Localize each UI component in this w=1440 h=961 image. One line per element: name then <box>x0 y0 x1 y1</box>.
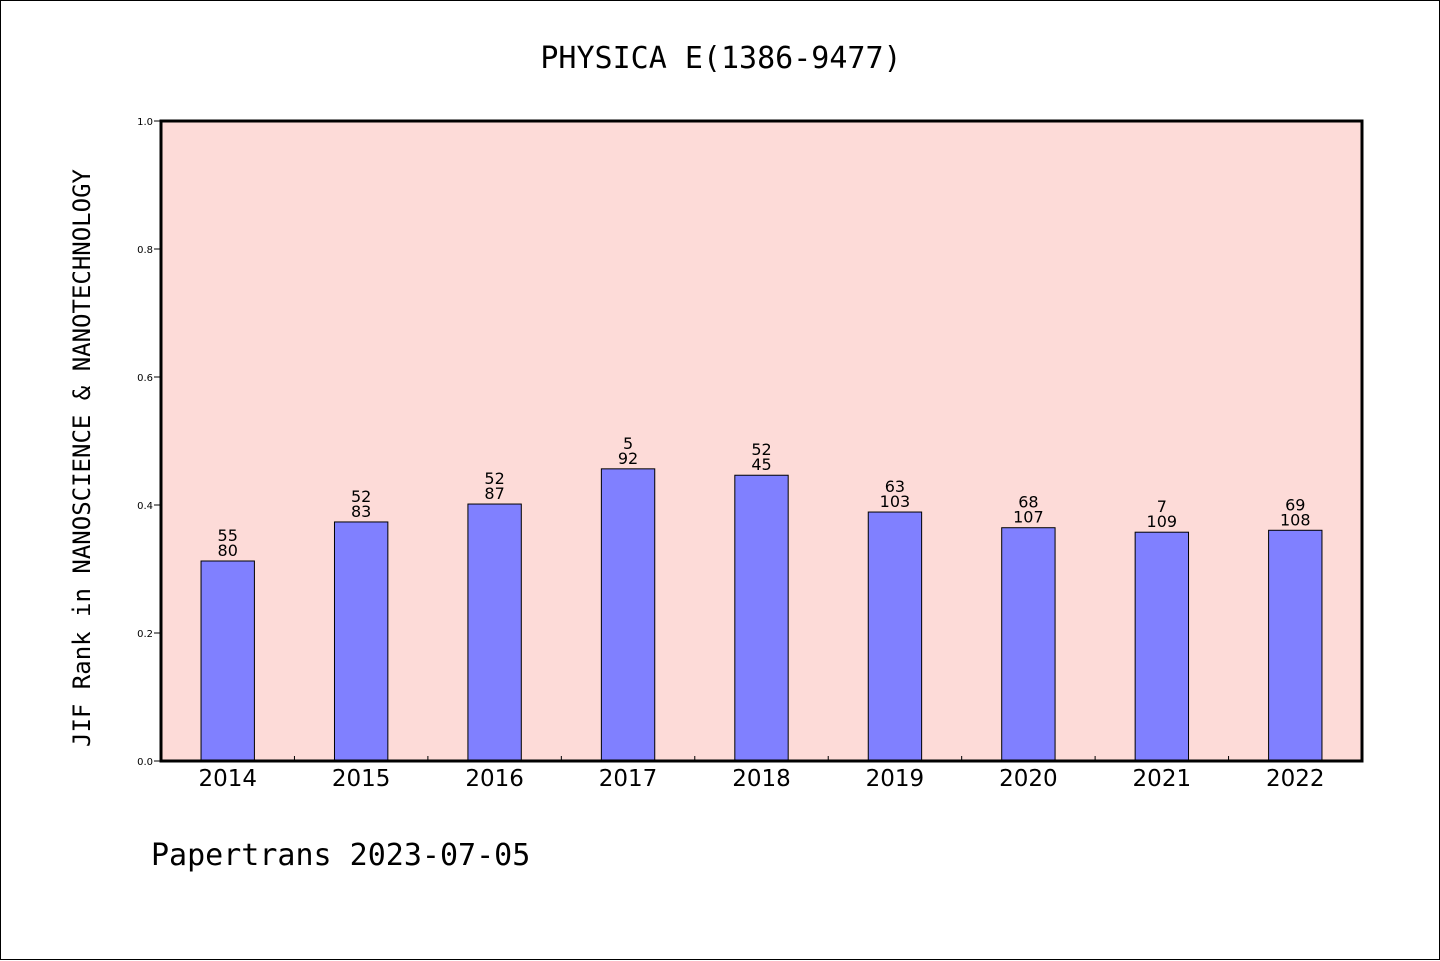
bar-2021 <box>1134 531 1190 762</box>
bar-label-total: 45 <box>751 455 771 474</box>
bar-label-rank: 63 <box>885 477 905 496</box>
bar-label-rank: 52 <box>351 487 371 506</box>
y-axis-label: JIF Rank in NANOSCIENCE & NANOTECHNOLOGY <box>68 168 96 747</box>
bar-2020 <box>1001 527 1056 762</box>
bar-label-total: 108 <box>1280 510 1311 529</box>
y-tick-label: 0.4 <box>137 501 153 512</box>
bar-label-total: 80 <box>218 541 238 560</box>
x-tick-label: 2020 <box>999 766 1058 792</box>
bar-label-total: 109 <box>1147 512 1178 531</box>
x-tick-label: 2016 <box>465 766 524 792</box>
x-tick-label: 2015 <box>332 766 391 792</box>
bar-label-total: 83 <box>351 502 371 521</box>
y-tick-label: 0.8 <box>137 245 153 256</box>
y-tick-label: 0.6 <box>137 373 153 384</box>
bar-label-rank: 52 <box>751 440 771 459</box>
bar-label-total: 92 <box>618 449 638 468</box>
bar-2015 <box>333 521 389 762</box>
bar-2017 <box>600 468 656 762</box>
y-axis: 0.0 0.2 0.4 0.6 0.8 1.0 <box>137 117 161 768</box>
y-tick-label: 0.2 <box>137 629 153 640</box>
bar-label-rank: 5 <box>623 434 633 453</box>
bar-2018 <box>734 474 789 762</box>
bar-label-total: 103 <box>880 492 911 511</box>
y-tick-label: 1.0 <box>137 117 153 128</box>
bar-label-rank: 55 <box>218 526 238 545</box>
bar-label-rank: 7 <box>1157 497 1167 516</box>
chart-title: PHYSICA E(1386-9477) <box>540 41 901 76</box>
bar-2014 <box>200 560 255 762</box>
bar-2016 <box>467 503 522 762</box>
bar-label-total: 107 <box>1013 508 1044 527</box>
x-tick-label: 2022 <box>1266 766 1325 792</box>
plot-border <box>159 119 1364 763</box>
x-axis: 2014 2015 2016 2017 2018 2019 2020 2021 2022 <box>198 756 1325 792</box>
footer-credit: Papertrans 2023-07-05 <box>151 838 530 873</box>
bar-label-rank: 69 <box>1285 495 1305 514</box>
y-tick-label: 0.0 <box>137 757 153 768</box>
bar-label-rank: 68 <box>1018 493 1038 512</box>
bar-label-total: 87 <box>484 484 504 503</box>
x-tick-label: 2021 <box>1133 766 1192 792</box>
bar-label-rank: 52 <box>484 469 504 488</box>
x-tick-label: 2014 <box>198 766 257 792</box>
bar-series <box>200 468 1323 762</box>
x-tick-label: 2019 <box>866 766 925 792</box>
bar-2019 <box>867 511 923 762</box>
bar-2022 <box>1268 529 1323 762</box>
x-tick-label: 2018 <box>732 766 791 792</box>
x-tick-label: 2017 <box>599 766 658 792</box>
